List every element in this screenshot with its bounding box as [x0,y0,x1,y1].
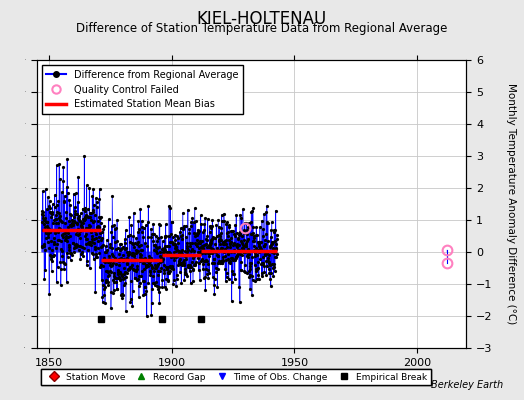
Legend: Station Move, Record Gap, Time of Obs. Change, Empirical Break: Station Move, Record Gap, Time of Obs. C… [41,369,431,385]
Text: Difference of Station Temperature Data from Regional Average: Difference of Station Temperature Data f… [77,22,447,35]
Text: Berkeley Earth: Berkeley Earth [431,380,503,390]
Y-axis label: Monthly Temperature Anomaly Difference (°C): Monthly Temperature Anomaly Difference (… [507,83,517,325]
Text: KIEL-HOLTENAU: KIEL-HOLTENAU [197,10,327,28]
